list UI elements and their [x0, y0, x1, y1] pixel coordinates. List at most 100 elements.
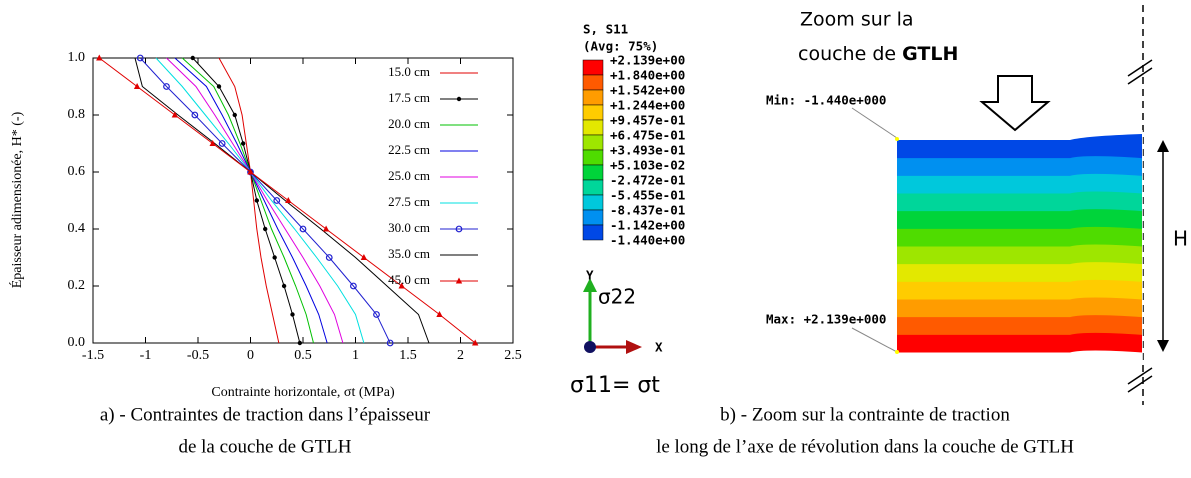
colorbar-label: -1.142e+00	[610, 218, 685, 233]
marker	[398, 282, 405, 289]
x-tick-label: 2	[457, 348, 464, 363]
marker	[216, 84, 222, 89]
y-tick-label: 0.4	[68, 221, 86, 236]
marker	[191, 111, 199, 119]
break-mark	[1127, 375, 1153, 393]
x-tick-label: 1.5	[399, 348, 417, 363]
colorbar-band	[582, 134, 604, 151]
arrowhead	[1157, 140, 1169, 152]
contour-band	[897, 134, 1142, 159]
x-tick-label: -0.5	[187, 348, 209, 363]
colorbar-label: -8.437e-01	[610, 203, 685, 218]
marker	[299, 225, 307, 233]
y-axis-label: Épaisseur adimensionée, H* (-)	[8, 111, 25, 288]
x-tick-label: 1	[352, 348, 359, 363]
marker	[325, 254, 333, 261]
triad-x: X	[655, 340, 663, 355]
series-line	[181, 57, 314, 344]
triad-y: Y	[586, 268, 594, 283]
colorbar-band	[582, 209, 604, 226]
marker	[322, 225, 330, 232]
zoom-text: couche de	[798, 43, 902, 65]
marker	[456, 96, 462, 102]
legend-label: 27.5 cm	[388, 194, 430, 209]
origin-dot	[584, 341, 596, 353]
caption-a: a) - Contraintes de traction dans l’épai…	[100, 404, 431, 425]
legend-label: 20.0 cm	[388, 116, 430, 131]
marker	[360, 254, 368, 260]
min-leader	[851, 107, 898, 139]
marker	[436, 311, 443, 317]
sigma-11: σ11= σt	[570, 373, 660, 398]
marker	[455, 277, 463, 284]
contour-subtitle: (Avg: 75%)	[583, 39, 658, 54]
marker	[273, 197, 281, 204]
zoom-arrow	[979, 75, 1051, 132]
colorbar-band	[582, 224, 604, 241]
y-tick-label: 0.0	[68, 335, 86, 350]
sigma-22: σ22	[598, 285, 636, 309]
marker	[240, 141, 246, 146]
y-arrowhead	[583, 278, 597, 292]
y-tick-label: 0.2	[68, 278, 86, 293]
colorbar-band	[582, 194, 604, 211]
colorbar-band	[582, 74, 604, 91]
x-tick-label: 0	[247, 348, 254, 363]
y-tick-label: 1.0	[68, 50, 86, 65]
marker	[373, 311, 380, 318]
legend-label: 17.5 cm	[388, 90, 430, 105]
colorbar-band	[582, 89, 604, 106]
caption-a: de la couche de GTLH	[178, 436, 351, 457]
zoom-bold: GTLH	[902, 43, 958, 65]
caption-b: b) - Zoom sur la contrainte de traction	[720, 404, 1010, 425]
marker	[472, 339, 479, 346]
zoom-line1: Zoom sur la	[800, 9, 914, 31]
marker	[247, 168, 254, 175]
max-point	[895, 350, 899, 354]
break-mark	[1127, 59, 1153, 77]
max-label: Max: +2.139e+000	[766, 312, 886, 327]
colorbar-label: +5.103e-02	[610, 158, 685, 173]
colorbar-band	[582, 59, 604, 76]
break-mark	[1127, 67, 1153, 85]
series-line	[139, 57, 391, 344]
marker	[96, 54, 103, 61]
series-line	[218, 57, 280, 344]
min-point	[895, 137, 899, 141]
colorbar-label: +1.244e+00	[610, 98, 685, 113]
colorbar-label: -1.440e+00	[610, 233, 685, 248]
marker	[171, 111, 179, 118]
marker	[281, 283, 287, 289]
x-arrowhead	[626, 340, 642, 354]
series-line	[174, 57, 328, 344]
colorbar-label: +3.493e-01	[610, 143, 685, 158]
marker	[133, 83, 141, 89]
series-line	[166, 57, 344, 344]
height-label: H	[1173, 227, 1188, 251]
colorbar-band	[582, 149, 604, 166]
legend-label: 15.0 cm	[388, 64, 430, 79]
zoom-line2: couche de GTLH	[798, 43, 958, 65]
marker	[285, 197, 292, 203]
contour-title: S, S11	[583, 22, 628, 37]
legend-label: 35.0 cm	[388, 246, 430, 261]
legend-label: 22.5 cm	[388, 142, 430, 157]
caption-b: le long de l’axe de révolution dans la c…	[656, 436, 1074, 457]
x-tick-label: 0.5	[294, 348, 312, 363]
x-tick-label: -1	[140, 348, 152, 363]
marker	[272, 255, 277, 260]
legend-label: 25.0 cm	[388, 168, 430, 183]
max-leader	[851, 327, 898, 353]
colorbar-label: +9.457e-01	[610, 113, 685, 128]
marker	[254, 198, 259, 203]
colorbar-label: +2.139e+00	[610, 53, 685, 68]
series-line	[155, 57, 365, 344]
x-tick-label: 2.5	[504, 348, 522, 363]
marker	[136, 54, 144, 62]
y-tick-label: 0.6	[68, 164, 86, 179]
break-mark	[1127, 367, 1153, 385]
marker	[290, 312, 295, 317]
colorbar-band	[582, 119, 604, 136]
colorbar-band	[582, 164, 604, 181]
